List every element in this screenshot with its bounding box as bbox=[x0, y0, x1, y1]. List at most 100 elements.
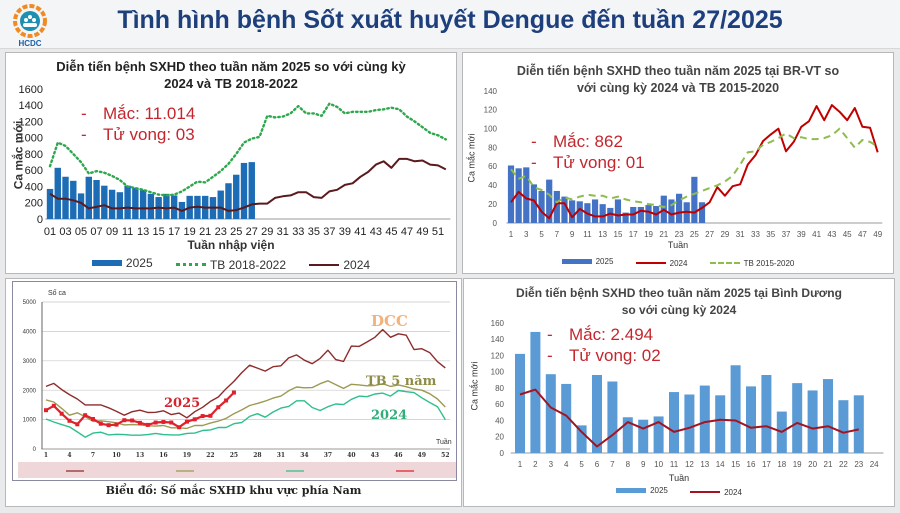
y-tick-label: 0 bbox=[37, 214, 43, 226]
annotation: - Mắc: 2.494 - Tử vong: 02 bbox=[547, 325, 661, 365]
x-tick-label: 23 bbox=[675, 230, 684, 239]
chart-panel-hcm: Diễn tiến bệnh SXHD theo tuần năm 2025 s… bbox=[5, 52, 457, 274]
legend-item: 2025 bbox=[616, 486, 668, 495]
x-tick-label: 37 bbox=[782, 230, 791, 239]
series-label: 2024 bbox=[371, 408, 407, 423]
y-axis-label: Ca mắc mới bbox=[11, 120, 26, 190]
bar bbox=[569, 200, 576, 223]
bar bbox=[637, 206, 644, 223]
data-point-marker bbox=[169, 420, 174, 425]
x-tick-label: 5 bbox=[579, 460, 584, 469]
series-line-tb-5-n-m bbox=[45, 380, 446, 430]
y-tick-label: 60 bbox=[495, 400, 504, 409]
y-tick-label: 3000 bbox=[23, 359, 37, 365]
chart-title: Diễn tiến bệnh SXHD theo tuần năm 2025 t… bbox=[516, 286, 842, 317]
deaths-text: Tử vong: 01 bbox=[553, 153, 645, 172]
bar bbox=[116, 192, 124, 219]
y-tick-label: 800 bbox=[25, 149, 43, 161]
data-point-marker bbox=[83, 413, 88, 418]
x-tick-label: 18 bbox=[777, 460, 786, 469]
y-tick-label: 140 bbox=[491, 335, 505, 344]
bar bbox=[545, 374, 556, 453]
y-tick-label: 1200 bbox=[19, 116, 43, 128]
x-tick-label: 7 bbox=[555, 230, 560, 239]
y-tick-label: 400 bbox=[25, 181, 43, 193]
x-tick-label: 21 bbox=[199, 226, 211, 238]
data-point-marker bbox=[153, 420, 158, 425]
data-point-marker bbox=[122, 418, 127, 423]
bar bbox=[746, 386, 756, 453]
annotation: - Mắc: 862 - Tử vong: 01 bbox=[531, 132, 645, 172]
x-tick-label: 1 bbox=[509, 230, 514, 239]
x-tick-label: 8 bbox=[626, 460, 631, 469]
y-tick-label: 120 bbox=[491, 351, 505, 360]
x-tick-label: 37 bbox=[324, 452, 332, 459]
legend-item: 2025 bbox=[561, 257, 613, 266]
y-tick-label: 1000 bbox=[19, 133, 43, 145]
x-tick-label: 25 bbox=[230, 452, 238, 459]
x-tick-label: 17 bbox=[629, 230, 638, 239]
data-point-marker bbox=[114, 422, 119, 427]
x-tick-label: 49 bbox=[873, 230, 882, 239]
bar bbox=[675, 193, 683, 223]
y-tick-label: 1000 bbox=[23, 418, 37, 424]
bar bbox=[147, 193, 155, 219]
x-tick-label: 10 bbox=[112, 452, 120, 459]
bar bbox=[108, 189, 116, 219]
bar bbox=[622, 212, 629, 223]
y-tick-label: 40 bbox=[488, 181, 497, 190]
x-tick-label: 33 bbox=[751, 230, 760, 239]
bar bbox=[645, 205, 652, 223]
bar bbox=[553, 190, 560, 223]
legend-item: 2024 bbox=[690, 488, 742, 497]
x-tick-label: 45 bbox=[843, 230, 852, 239]
chart-caption: Biểu đồ: Số mắc SXHD khu vực phía Nam bbox=[105, 484, 362, 497]
y-tick-label: 5000 bbox=[23, 300, 37, 306]
bar bbox=[248, 162, 255, 219]
x-tick-label: 43 bbox=[371, 452, 379, 459]
y-tick-label: 40 bbox=[495, 416, 504, 425]
y-tick-label: 20 bbox=[495, 433, 504, 442]
bar bbox=[561, 383, 572, 453]
y-tick-label: 120 bbox=[484, 106, 498, 115]
x-tick-label: 35 bbox=[308, 226, 320, 238]
bar bbox=[139, 189, 147, 219]
data-point-marker bbox=[145, 422, 150, 427]
chart-frame bbox=[12, 281, 457, 481]
bar bbox=[792, 383, 803, 453]
series-line-2024 bbox=[519, 388, 860, 448]
legend: 2025 TB 2018-2022 2024 bbox=[6, 255, 456, 272]
bar bbox=[507, 165, 515, 223]
y-tick-label: 0 bbox=[500, 449, 505, 458]
chart-south: 0 1000 2000 3000 4000 5000 1 4 7 10 13 16 19 22 25 28 31… bbox=[23, 300, 451, 472]
deaths-text: Tử vong: 02 bbox=[569, 346, 661, 365]
y-tick-label: 100 bbox=[484, 125, 498, 134]
svg-text:HCDC: HCDC bbox=[18, 39, 41, 48]
x-tick-label: 51 bbox=[432, 226, 444, 238]
bar bbox=[823, 379, 833, 453]
cases-text: Mắc: 11.014 bbox=[103, 104, 196, 123]
y-tick-label: 0 bbox=[493, 219, 498, 228]
y-axis-label: Số ca bbox=[48, 290, 66, 297]
hcdc-logo: HCDC bbox=[13, 4, 47, 48]
x-tick-label: 6 bbox=[595, 460, 600, 469]
x-tick-label: 13 bbox=[137, 226, 149, 238]
x-tick-label: 35 bbox=[766, 230, 775, 239]
y-tick-label: 20 bbox=[488, 200, 497, 209]
x-tick-label: 20 bbox=[808, 460, 817, 469]
x-tick-label: 11 bbox=[122, 226, 133, 238]
x-tick-label: 9 bbox=[570, 230, 575, 239]
data-point-marker bbox=[200, 414, 205, 419]
data-point-marker bbox=[98, 421, 103, 426]
bar bbox=[607, 207, 614, 223]
x-axis-label: Tuần bbox=[436, 439, 452, 446]
bar bbox=[538, 190, 545, 223]
x-axis-label: Tuần bbox=[668, 473, 690, 483]
x-tick-label: 43 bbox=[827, 230, 836, 239]
x-tick-label: 01 bbox=[44, 226, 56, 238]
bar bbox=[54, 167, 61, 219]
x-tick-label: 19 bbox=[183, 452, 191, 459]
x-tick-label: 34 bbox=[300, 452, 308, 459]
cases-text: Mắc: 2.494 bbox=[569, 325, 654, 344]
